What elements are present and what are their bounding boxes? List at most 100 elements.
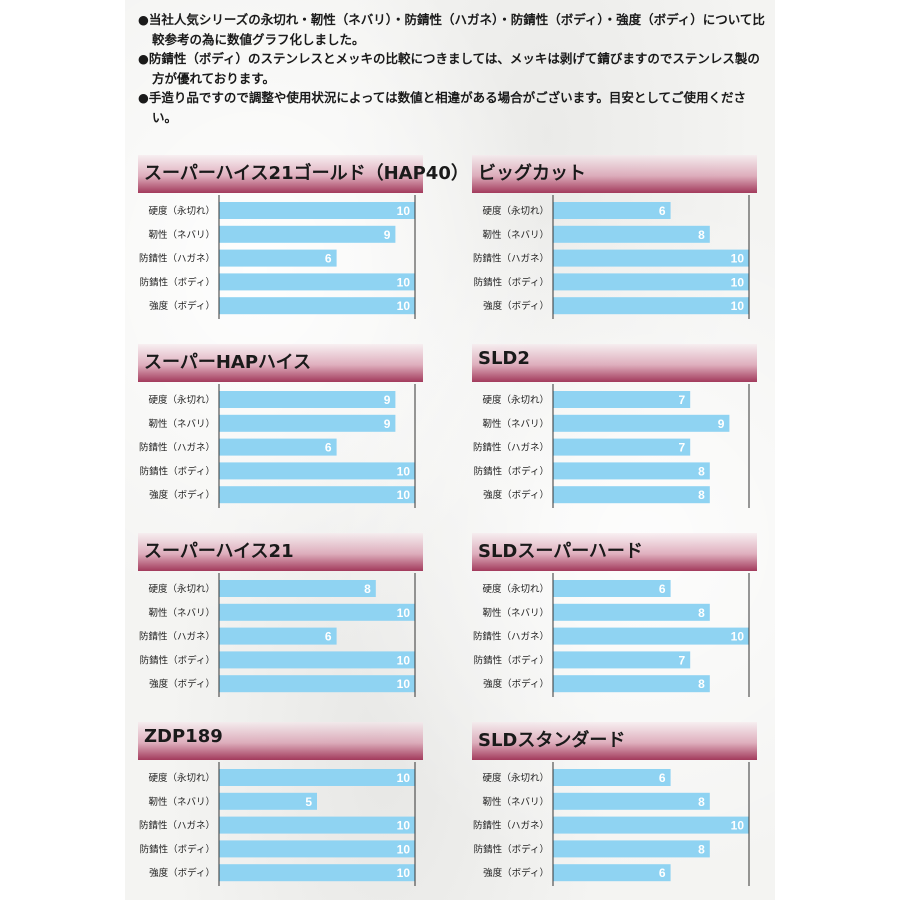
bar bbox=[219, 202, 415, 219]
category-label: 防錆性（ハガネ） bbox=[139, 253, 215, 265]
panel-header bbox=[472, 155, 757, 193]
category-label: 強度（ボディ） bbox=[483, 489, 549, 501]
category-label: 硬度（永切れ） bbox=[482, 583, 549, 595]
bar bbox=[219, 438, 337, 456]
category-label: 靭性（ネバリ） bbox=[148, 796, 215, 808]
category-label: 防錆性（ボディ） bbox=[140, 276, 215, 288]
value-label: 6 bbox=[325, 441, 332, 455]
panel-header bbox=[138, 344, 423, 382]
category-label: 硬度（永切れ） bbox=[482, 205, 549, 217]
category-label: 防錆性（ハガネ） bbox=[139, 442, 215, 454]
value-label: 10 bbox=[397, 464, 411, 478]
value-label: 10 bbox=[397, 842, 411, 856]
bar bbox=[219, 864, 415, 882]
value-label: 8 bbox=[698, 606, 705, 620]
category-label: 防錆性（ハガネ） bbox=[139, 631, 215, 643]
value-label: 8 bbox=[698, 795, 705, 809]
bar-chart: 硬度（永切れ） 10 靭性（ネバリ） 9 防錆性（ハガネ） 6 防錆性（ボディ） 10 強度（ボ… bbox=[139, 195, 416, 319]
bar bbox=[219, 627, 337, 645]
bar bbox=[553, 438, 691, 456]
chart-title: ビッグカット bbox=[478, 163, 586, 184]
bar-chart: 硬度（永切れ） 6 靭性（ネバリ） 8 防錆性（ハガネ） 10 防錆性（ボディ） 7 強度（ボデ… bbox=[473, 573, 750, 697]
category-label: 硬度（永切れ） bbox=[148, 583, 215, 595]
chart-title: SLDスタンダード bbox=[478, 730, 626, 751]
bar bbox=[553, 486, 710, 504]
category-label: 防錆性（ボディ） bbox=[474, 843, 549, 855]
chart-panel-1: スーパーハイス21ゴールド（HAP40） 硬度（永切れ） 10 靭性（ネバリ） 9 防錆… bbox=[138, 155, 469, 325]
bar bbox=[553, 864, 671, 882]
bar bbox=[553, 202, 671, 219]
value-label: 9 bbox=[718, 417, 725, 431]
value-label: 10 bbox=[397, 488, 411, 502]
bar bbox=[219, 816, 415, 834]
value-label: 10 bbox=[731, 299, 745, 313]
category-label: 靭性（ネバリ） bbox=[148, 607, 215, 619]
panel-header bbox=[138, 533, 423, 571]
chart-panel-8: SLDスタンダード 硬度（永切れ） 6 靭性（ネバリ） 8 防錆性（ハガネ） 10 防錆性（… bbox=[472, 722, 757, 892]
bar bbox=[553, 273, 749, 291]
bar bbox=[219, 603, 415, 621]
value-label: 6 bbox=[659, 771, 666, 785]
value-label: 5 bbox=[305, 795, 312, 809]
category-label: 靭性（ネバリ） bbox=[482, 229, 549, 241]
panel-header bbox=[138, 155, 423, 193]
value-label: 9 bbox=[384, 393, 391, 407]
panel-header bbox=[138, 722, 423, 760]
category-label: 硬度（永切れ） bbox=[482, 394, 549, 406]
value-label: 6 bbox=[325, 630, 332, 644]
bar bbox=[219, 675, 415, 693]
bar bbox=[219, 486, 415, 504]
panel-header bbox=[472, 722, 757, 760]
note-3: ●手造り品ですので調整や使用状況によっては数値と相違がある場合がございます。目安… bbox=[138, 90, 747, 125]
category-label: 強度（ボディ） bbox=[149, 300, 215, 312]
bar bbox=[219, 414, 396, 432]
category-label: 防錆性（ハガネ） bbox=[473, 820, 549, 832]
bar bbox=[553, 675, 710, 693]
bar bbox=[219, 840, 415, 858]
category-label: 強度（ボディ） bbox=[483, 867, 549, 879]
value-label: 10 bbox=[397, 275, 411, 289]
chart-title: SLDスーパーハード bbox=[478, 541, 643, 562]
bar bbox=[553, 816, 749, 834]
category-label: 靭性（ネバリ） bbox=[148, 229, 215, 241]
category-label: 防錆性（ハガネ） bbox=[473, 631, 549, 643]
chart-panel-6: SLDスーパーハード 硬度（永切れ） 6 靭性（ネバリ） 8 防錆性（ハガネ） 10 防錆性… bbox=[472, 533, 757, 703]
category-label: 防錆性（ボディ） bbox=[140, 843, 215, 855]
chart-title: スーパーハイス21ゴールド（HAP40） bbox=[144, 163, 469, 184]
value-label: 10 bbox=[397, 677, 411, 691]
value-label: 9 bbox=[384, 417, 391, 431]
bar-chart: 硬度（永切れ） 6 靭性（ネバリ） 8 防錆性（ハガネ） 10 防錆性（ボディ） 8 強度（ボデ… bbox=[473, 762, 750, 886]
bar bbox=[553, 603, 710, 621]
panel-header bbox=[472, 533, 757, 571]
category-label: 硬度（永切れ） bbox=[482, 772, 549, 784]
bar bbox=[219, 391, 396, 408]
bar-chart: 硬度（永切れ） 6 靭性（ネバリ） 8 防錆性（ハガネ） 10 防錆性（ボディ） 10 強度（ボ… bbox=[473, 195, 750, 319]
bar bbox=[219, 225, 396, 243]
bar bbox=[219, 462, 415, 480]
category-label: 靭性（ネバリ） bbox=[148, 418, 215, 430]
value-label: 8 bbox=[364, 582, 371, 596]
value-label: 10 bbox=[397, 819, 411, 833]
chart-panel-5: スーパーハイス21 硬度（永切れ） 8 靭性（ネバリ） 10 防錆性（ハガネ） 6 防錆性（… bbox=[138, 533, 423, 703]
value-label: 7 bbox=[679, 441, 686, 455]
value-label: 10 bbox=[731, 630, 745, 644]
chart-title: ZDP189 bbox=[144, 726, 223, 747]
value-label: 10 bbox=[397, 653, 411, 667]
bar bbox=[553, 249, 749, 267]
value-label: 7 bbox=[679, 393, 686, 407]
value-label: 10 bbox=[397, 204, 411, 218]
value-label: 6 bbox=[659, 582, 666, 596]
value-label: 10 bbox=[397, 771, 411, 785]
bar bbox=[553, 651, 691, 669]
bar-chart: 硬度（永切れ） 8 靭性（ネバリ） 10 防錆性（ハガネ） 6 防錆性（ボディ） 10 強度（ボ… bbox=[139, 573, 416, 697]
value-label: 10 bbox=[731, 252, 745, 266]
value-label: 10 bbox=[397, 866, 411, 880]
category-label: 硬度（永切れ） bbox=[148, 205, 215, 217]
bar-chart: 硬度（永切れ） 9 靭性（ネバリ） 9 防錆性（ハガネ） 6 防錆性（ボディ） 10 強度（ボデ… bbox=[139, 384, 416, 508]
bar bbox=[553, 580, 671, 597]
bar bbox=[553, 840, 710, 858]
bar bbox=[219, 651, 415, 669]
bar bbox=[553, 792, 710, 810]
category-label: 靭性（ネバリ） bbox=[482, 418, 549, 430]
chart-title: SLD2 bbox=[478, 348, 530, 369]
